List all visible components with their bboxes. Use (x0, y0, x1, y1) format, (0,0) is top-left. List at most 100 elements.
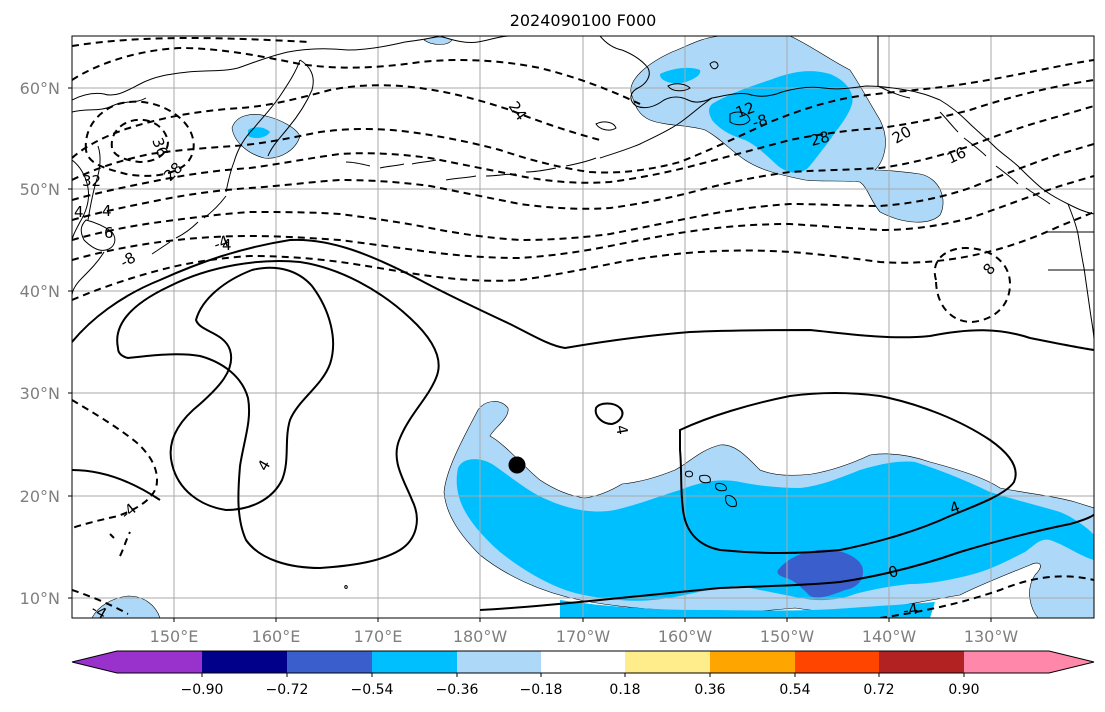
lon-tick-label: 150°W (760, 627, 815, 646)
lat-tick-label: 40°N (20, 282, 60, 301)
shade-light-blue-southwest (91, 595, 161, 618)
lon-tick-label: 180°W (453, 627, 508, 646)
shade-sky-blue-kamchatka (248, 127, 270, 139)
contour-zero (479, 513, 1094, 611)
colorbar-segment (710, 651, 795, 673)
colorbar-tick-label: −0.18 (520, 682, 563, 698)
colorbar-max-extension (1049, 651, 1094, 673)
colorbar-segment (541, 651, 625, 673)
lon-tick-label: 160°E (252, 627, 301, 646)
lat-tick-label: 20°N (20, 487, 60, 506)
lon-tick-label: 170°W (556, 627, 611, 646)
colorbar-tick-label: 0.90 (948, 682, 979, 698)
colorbar-segment (117, 651, 202, 673)
coast-us-border (1048, 231, 1094, 271)
lon-tick-label: 140°W (862, 627, 917, 646)
contour-dash-islands (109, 531, 131, 557)
lat-tick-label: 30°N (20, 384, 60, 403)
contour-dash-8 (72, 175, 1094, 261)
colorbar-min-extension (72, 651, 117, 673)
lat-tick-label: 10°N (20, 589, 60, 608)
contour-s-loop (169, 266, 335, 512)
contour-label: 6 (104, 224, 114, 242)
coast-aleutians (345, 157, 597, 181)
contour-label: 4 (74, 203, 84, 221)
colorbar-tick-label: −0.90 (181, 682, 224, 698)
contour-outer-loop (72, 238, 1094, 351)
coast-sakhalin (87, 145, 101, 221)
grid-lines (72, 36, 1094, 618)
colorbar-tick-label: 0.18 (609, 682, 640, 698)
colorbar-tick-label: −0.72 (266, 682, 309, 698)
coast-siberia (72, 36, 441, 101)
contour-dash-4 (72, 59, 1094, 181)
lon-tick-label: 130°W (964, 627, 1019, 646)
contour-dash-5 (72, 79, 1094, 201)
coast-bc-islands (939, 111, 1051, 205)
contour-dash-7 (72, 143, 1094, 242)
contour-label: -4 (211, 232, 231, 254)
coast-russia-mainland (72, 159, 89, 243)
shade-sky-blue-alaska (709, 71, 853, 173)
shade-royal-blue-tropical (777, 549, 864, 598)
colorbar-segment (287, 651, 372, 673)
colorbar-segment (964, 651, 1049, 673)
contours-solid (72, 238, 1094, 611)
contour-label: 36 (148, 135, 171, 159)
colorbar-segment (372, 651, 457, 673)
contour-dash-sw (72, 399, 158, 529)
shade-sky-blue-southeast-lower (560, 600, 935, 618)
colorbar: −0.90 −0.72 −0.54 −0.36 −0.18 0.18 0.36 … (71, 650, 1095, 698)
colorbar-segment (879, 651, 964, 673)
lat-tick-label: 60°N (20, 79, 60, 98)
coast-washington (1067, 203, 1094, 341)
contour-dash-se (879, 575, 1094, 618)
coast-alaska-west (599, 36, 713, 109)
coast-st-lawrence (595, 121, 617, 131)
contour-dash-3 (72, 84, 601, 159)
contour-dash-kamchatka-loop (84, 100, 195, 177)
coast-nunivak (667, 83, 691, 92)
lon-tick-label: 150°E (150, 627, 199, 646)
colorbar-tick-label: 0.36 (694, 682, 725, 698)
colorbar-segment (202, 651, 287, 673)
contour-label: -4 (88, 600, 110, 623)
coast-japan (72, 251, 105, 297)
contour-small-loop (594, 402, 624, 426)
lon-tick-label: 170°E (354, 627, 403, 646)
colorbar-tick-label: −0.36 (436, 682, 479, 698)
contour-dash-sw-2 (72, 589, 129, 615)
colorbar-tick-label: 0.54 (779, 682, 810, 698)
coast-chukotka (439, 36, 511, 43)
coast-hawaii (685, 470, 737, 507)
coast-kamchatka-east (267, 59, 314, 157)
shading-layer-strong (777, 549, 864, 598)
contour-label: -4 (902, 600, 920, 620)
lon-tick-label: 160°W (658, 627, 713, 646)
shade-sky-blue-alaska-2 (660, 67, 701, 84)
contour-label: 0 (886, 562, 900, 582)
coast-kamchatka (225, 59, 301, 193)
coast-south-island (344, 585, 348, 589)
coast-alaska-peninsula (599, 97, 713, 159)
contour-label: -8 (750, 111, 769, 132)
contour-label: 32 (82, 172, 101, 190)
contours-dashed (72, 36, 1094, 618)
contour-hawaii-loop (679, 392, 1017, 554)
longitude-labels: 150°E 160°E 170°E 180°W 170°W 160°W 150°… (150, 627, 1019, 646)
contour-dash-6 (72, 105, 1094, 221)
contour-dash-2 (72, 46, 641, 105)
contour-dash-kamchatka-inner (110, 118, 170, 164)
lat-tick-label: 50°N (20, 180, 60, 199)
map-content: 36 32 28 24 20 16 12 8 4 4 6 -8 -4 4 4 4… (72, 36, 1094, 623)
colorbar-segment (795, 651, 879, 673)
contour-southern (72, 469, 161, 501)
colorbar-outline (71, 650, 1095, 674)
shading-layer-mid (248, 67, 1094, 618)
coast-canada-border (877, 36, 911, 99)
contour-dash-low-ne (933, 246, 1012, 324)
contour-label: 12 (733, 98, 757, 121)
contour-dash-9 (72, 211, 1094, 301)
position-marker (508, 456, 526, 474)
